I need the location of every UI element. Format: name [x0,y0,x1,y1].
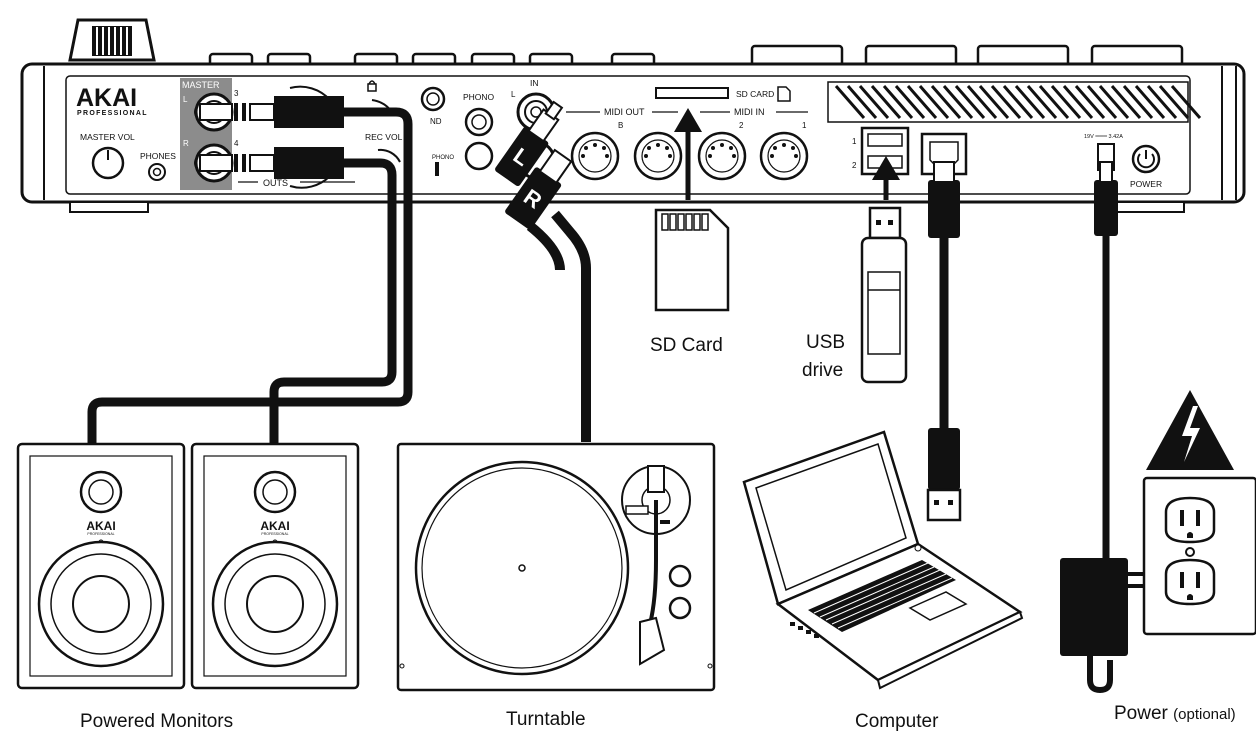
out3-label: 3 [234,89,239,98]
rca-cable: L R [495,100,591,442]
laptop-computer [742,430,1024,690]
turntable [396,442,716,692]
power-spec-label: 19V ═══ 3.42A [1084,134,1123,140]
lock-icon [367,80,377,92]
warning-high-voltage-icon [1146,390,1234,470]
usb-cable [926,161,962,522]
power-adapter [1060,558,1128,656]
rec-vol-label: REC VOL [365,132,403,142]
in-l-label: L [511,90,516,99]
quarter-inch-plug-right [194,147,344,179]
phono-switch-label: PHONO [432,155,454,161]
powered-monitor-right: AKAI PROFESSIONAL [190,442,360,690]
out4-label: 4 [234,139,239,148]
usb-2-label: 2 [852,161,857,170]
svg-text:PROFESSIONAL: PROFESSIONAL [261,532,288,536]
usb-1-label: 1 [852,137,857,146]
midi-in-1-label: 1 [802,121,807,130]
sd-card-caption: SD Card [650,335,723,356]
computer-caption: Computer [855,711,939,732]
monitor-right-brand: AKAI [260,519,289,533]
midi-in-label: MIDI IN [734,107,765,117]
power-caption: Power (optional) [1114,703,1236,724]
phones-label: PHONES [140,151,176,161]
power-button-label: POWER [1130,179,1162,189]
sd-card-label: SD CARD [736,89,774,99]
power-optional-note: (optional) [1173,706,1236,723]
sd-card-slot [655,87,729,99]
device-rear-panel: AKAI PROFESSIONAL MASTER VOL PHONES MAST… [20,18,1246,442]
master-l-label: L [183,95,188,104]
sd-card [654,108,730,312]
master-label: MASTER [182,80,220,90]
monitor-left-brand: AKAI [86,519,115,533]
power-cable [1060,161,1159,694]
usb-drive [860,156,908,384]
master-vol-label: MASTER VOL [80,132,135,142]
in-label: IN [530,78,539,88]
usb-drive-caption-line1: USB [806,332,845,353]
outs-label: OUTS [263,178,288,188]
turntable-platter [414,460,630,676]
usb-drive-caption-line2: drive [802,360,843,381]
master-vol-knob [91,146,125,180]
vent-grille [827,81,1202,123]
wall-outlet [1142,476,1256,636]
device-brand-sub: PROFESSIONAL [77,110,148,117]
midi-out-b-label: B [618,121,623,130]
laptop-keyboard [808,560,956,632]
quarter-inch-plug-left [194,96,344,128]
top-knob [68,18,156,62]
powered-monitors-caption: Powered Monitors [80,711,233,732]
master-r-label: R [183,139,189,148]
speaker-cables [87,107,413,444]
svg-text:PROFESSIONAL: PROFESSIONAL [87,532,114,536]
phono-switch [435,162,439,176]
phono-label: PHONO [463,92,495,102]
laptop-trackpad [908,591,968,621]
powered-monitor-left: AKAI PROFESSIONAL [16,442,186,690]
midi-in-2-label: 2 [739,121,744,130]
gnd-label: ND [430,117,442,126]
turntable-caption: Turntable [506,709,586,730]
midi-out-label: MIDI OUT [604,107,645,117]
device-brand: AKAI [76,84,137,112]
